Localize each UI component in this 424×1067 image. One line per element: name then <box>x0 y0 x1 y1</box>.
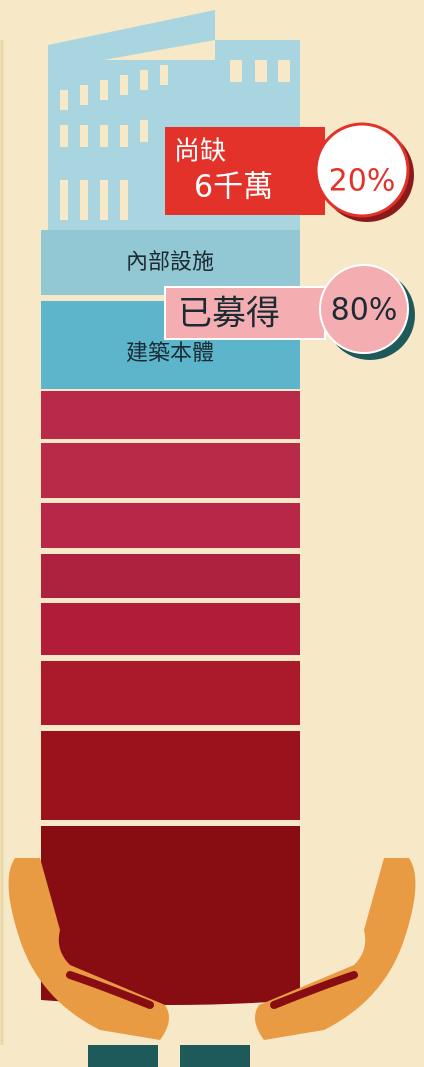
interior-label: 內部設施 <box>126 250 214 275</box>
shortfall-percent: 20% <box>329 164 396 199</box>
raised-percent: 80% <box>331 293 398 328</box>
shortfall-label: 尚缺 <box>174 137 226 167</box>
raised-label: 已募得 <box>178 294 280 334</box>
shortfall-amount: 6千萬 <box>194 170 273 205</box>
page: 內部設施 建築本體 尚缺 6千萬 20% 已募得 80% (() => { co… <box>0 0 424 1067</box>
structure-label: 建築本體 <box>126 341 214 366</box>
raised-stripes <box>41 391 300 1005</box>
infographic: 內部設施 建築本體 尚缺 6千萬 20% 已募得 80% <box>0 0 424 1067</box>
